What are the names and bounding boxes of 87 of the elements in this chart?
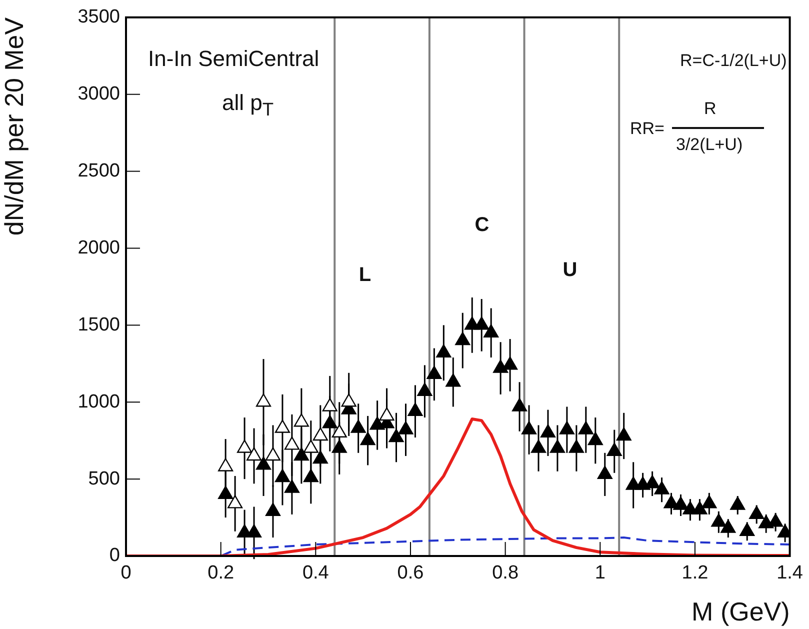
point	[521, 421, 537, 434]
x-axis-title: M (GeV)	[692, 596, 790, 627]
point	[446, 374, 461, 387]
point	[218, 458, 234, 472]
point	[512, 398, 528, 412]
x-tick-label: 0.2	[208, 562, 234, 584]
point	[550, 440, 565, 453]
y-axis-title: dN/dM per 20 MeV	[0, 16, 29, 236]
y-tick-label: 1000	[78, 391, 120, 412]
point	[484, 324, 499, 338]
y-tick-label: 3000	[78, 84, 120, 105]
point	[322, 415, 338, 428]
point	[284, 436, 300, 450]
point	[530, 440, 546, 453]
annotation: 3/2(L+U)	[676, 135, 743, 154]
point	[720, 520, 736, 533]
point	[360, 432, 376, 446]
point	[379, 407, 394, 421]
point	[237, 440, 252, 453]
y-tick-label: 0	[109, 545, 120, 566]
point	[322, 398, 338, 412]
point	[654, 481, 670, 494]
annotation: In-In SemiCentral	[148, 46, 320, 71]
point	[749, 506, 764, 520]
annotation: all p$_{T}$	[222, 90, 274, 120]
point	[730, 496, 746, 510]
point	[417, 382, 432, 396]
point	[740, 522, 755, 536]
point	[578, 421, 594, 434]
x-tick-label: 1.2	[682, 562, 708, 584]
point	[502, 356, 518, 370]
point	[312, 427, 328, 441]
point	[294, 414, 309, 427]
point	[303, 468, 318, 482]
y-tick-label: 2500	[78, 160, 120, 182]
point	[256, 394, 272, 407]
point	[246, 447, 262, 461]
point	[218, 486, 234, 500]
point	[426, 366, 442, 380]
y-tick-label: 500	[88, 468, 120, 490]
point	[332, 424, 347, 438]
point	[303, 440, 318, 453]
point	[284, 480, 300, 493]
x-tick-label: 1	[594, 562, 606, 584]
y-tick-label: 1500	[78, 314, 120, 336]
point	[408, 402, 423, 416]
point	[256, 456, 272, 470]
point	[350, 420, 366, 433]
point	[341, 394, 356, 407]
y-tick-label: 3500	[78, 6, 120, 28]
point	[588, 432, 603, 446]
point	[332, 440, 347, 453]
point	[388, 428, 404, 442]
point	[673, 496, 688, 510]
annotation: RR=	[630, 119, 664, 138]
point	[559, 421, 574, 434]
point	[228, 495, 243, 508]
annotation: U	[562, 259, 578, 281]
point	[436, 344, 452, 358]
x-tick-label: 1.4	[776, 562, 804, 584]
point	[455, 332, 470, 346]
annotation: L	[358, 264, 372, 286]
point	[294, 447, 309, 461]
point	[540, 424, 556, 438]
point	[597, 466, 612, 480]
point	[768, 514, 784, 527]
x-tick-label: 0.4	[302, 562, 330, 584]
point	[493, 360, 508, 373]
point	[274, 468, 290, 482]
point	[398, 421, 414, 434]
y-tick-label: 2000	[78, 237, 120, 258]
point	[702, 495, 717, 508]
point	[606, 442, 622, 456]
point	[692, 501, 708, 514]
point	[265, 447, 281, 461]
annotation: C	[474, 214, 490, 236]
point	[265, 502, 281, 516]
point	[568, 440, 584, 453]
annotation: R=C-1/2(L+U)	[680, 51, 787, 70]
point	[474, 316, 490, 330]
point	[274, 420, 290, 433]
x-tick-label: 0.6	[397, 562, 424, 584]
point	[312, 450, 328, 464]
x-tick-label: 0.8	[492, 562, 519, 584]
point	[616, 427, 632, 441]
point	[711, 514, 726, 527]
annotation: R	[704, 99, 716, 118]
